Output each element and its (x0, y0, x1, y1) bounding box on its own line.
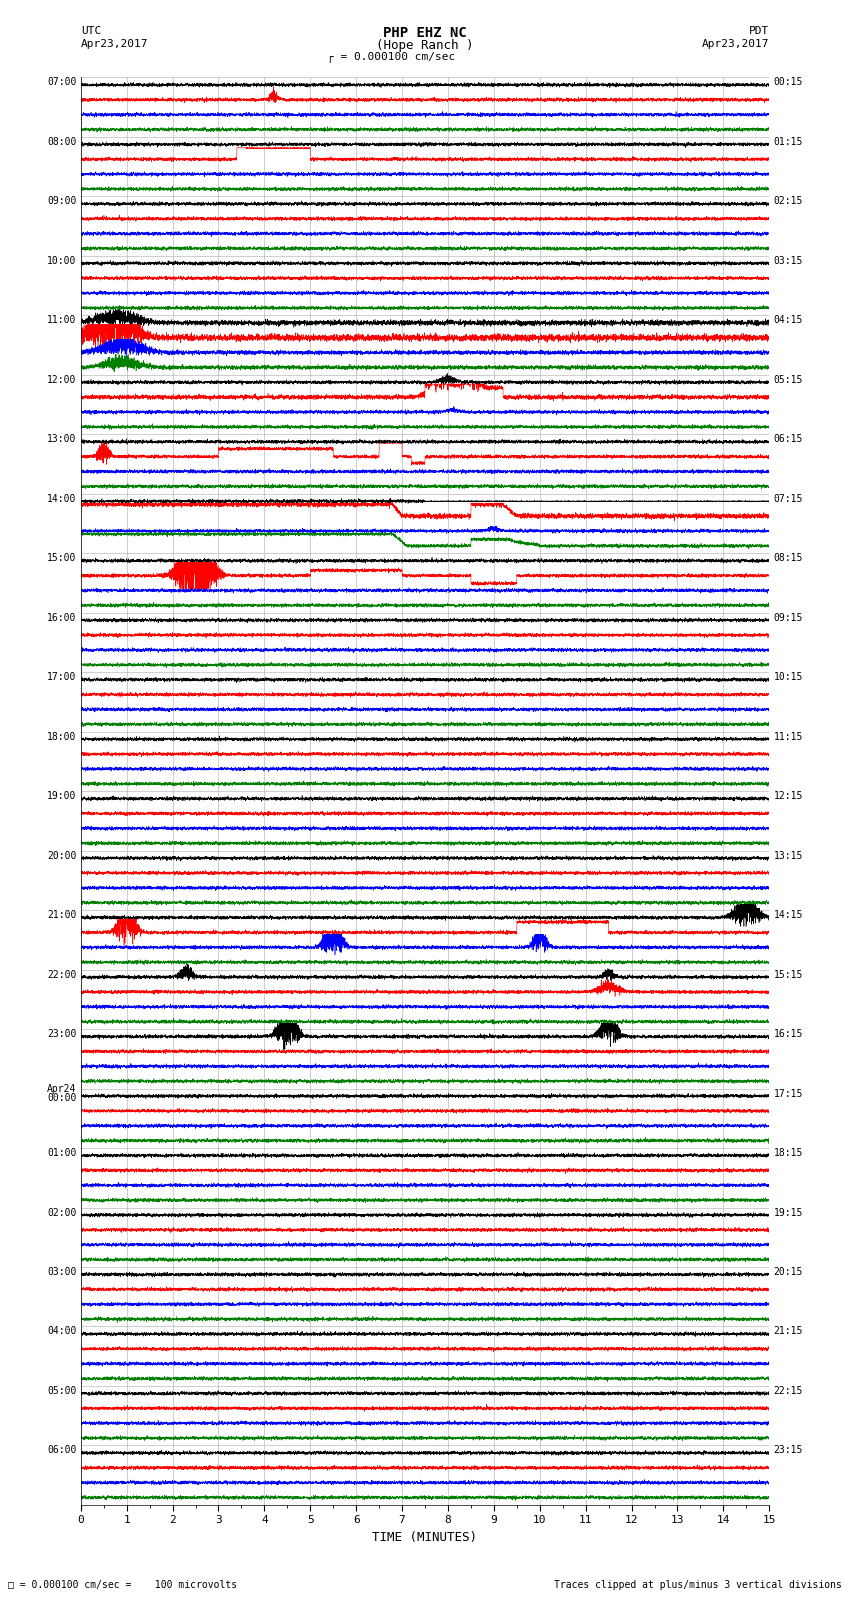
X-axis label: TIME (MINUTES): TIME (MINUTES) (372, 1531, 478, 1544)
Text: 14:00: 14:00 (47, 494, 76, 503)
Text: 22:15: 22:15 (774, 1386, 803, 1395)
Text: 10:15: 10:15 (774, 673, 803, 682)
Text: Apr24: Apr24 (47, 1084, 76, 1094)
Text: 11:15: 11:15 (774, 732, 803, 742)
Text: 05:00: 05:00 (47, 1386, 76, 1395)
Text: 01:00: 01:00 (47, 1148, 76, 1158)
Text: 20:00: 20:00 (47, 850, 76, 861)
Text: 21:15: 21:15 (774, 1326, 803, 1337)
Text: 03:15: 03:15 (774, 256, 803, 266)
Text: 22:00: 22:00 (47, 969, 76, 979)
Text: 12:15: 12:15 (774, 790, 803, 802)
Text: 01:15: 01:15 (774, 137, 803, 147)
Text: (Hope Ranch ): (Hope Ranch ) (377, 39, 473, 52)
Text: 17:15: 17:15 (774, 1089, 803, 1098)
Text: 00:15: 00:15 (774, 77, 803, 87)
Text: 19:15: 19:15 (774, 1208, 803, 1218)
Text: ┌ = 0.000100 cm/sec: ┌ = 0.000100 cm/sec (327, 52, 455, 63)
Text: 21:00: 21:00 (47, 910, 76, 919)
Text: Apr23,2017: Apr23,2017 (702, 39, 769, 48)
Text: 04:15: 04:15 (774, 316, 803, 326)
Text: 14:15: 14:15 (774, 910, 803, 919)
Text: 09:15: 09:15 (774, 613, 803, 623)
Text: 18:15: 18:15 (774, 1148, 803, 1158)
Text: PHP EHZ NC: PHP EHZ NC (383, 26, 467, 40)
Text: 19:00: 19:00 (47, 790, 76, 802)
Text: 05:15: 05:15 (774, 374, 803, 386)
Text: 02:00: 02:00 (47, 1208, 76, 1218)
Text: 13:00: 13:00 (47, 434, 76, 444)
Text: 12:00: 12:00 (47, 374, 76, 386)
Text: 16:15: 16:15 (774, 1029, 803, 1039)
Text: 10:00: 10:00 (47, 256, 76, 266)
Text: 06:00: 06:00 (47, 1445, 76, 1455)
Text: 18:00: 18:00 (47, 732, 76, 742)
Text: Apr23,2017: Apr23,2017 (81, 39, 148, 48)
Text: 16:00: 16:00 (47, 613, 76, 623)
Text: UTC: UTC (81, 26, 101, 35)
Text: 17:00: 17:00 (47, 673, 76, 682)
Text: 15:15: 15:15 (774, 969, 803, 979)
Text: 07:15: 07:15 (774, 494, 803, 503)
Text: 09:00: 09:00 (47, 197, 76, 206)
Text: 06:15: 06:15 (774, 434, 803, 444)
Text: 11:00: 11:00 (47, 316, 76, 326)
Text: 02:15: 02:15 (774, 197, 803, 206)
Text: 23:15: 23:15 (774, 1445, 803, 1455)
Text: PDT: PDT (749, 26, 769, 35)
Text: 03:00: 03:00 (47, 1268, 76, 1277)
Text: Traces clipped at plus/minus 3 vertical divisions: Traces clipped at plus/minus 3 vertical … (553, 1581, 842, 1590)
Text: 23:00: 23:00 (47, 1029, 76, 1039)
Text: 20:15: 20:15 (774, 1268, 803, 1277)
Text: 15:00: 15:00 (47, 553, 76, 563)
Text: 00:00: 00:00 (47, 1094, 76, 1103)
Text: 13:15: 13:15 (774, 850, 803, 861)
Text: □ = 0.000100 cm/sec =    100 microvolts: □ = 0.000100 cm/sec = 100 microvolts (8, 1581, 238, 1590)
Text: 08:00: 08:00 (47, 137, 76, 147)
Text: 07:00: 07:00 (47, 77, 76, 87)
Text: 08:15: 08:15 (774, 553, 803, 563)
Text: 04:00: 04:00 (47, 1326, 76, 1337)
